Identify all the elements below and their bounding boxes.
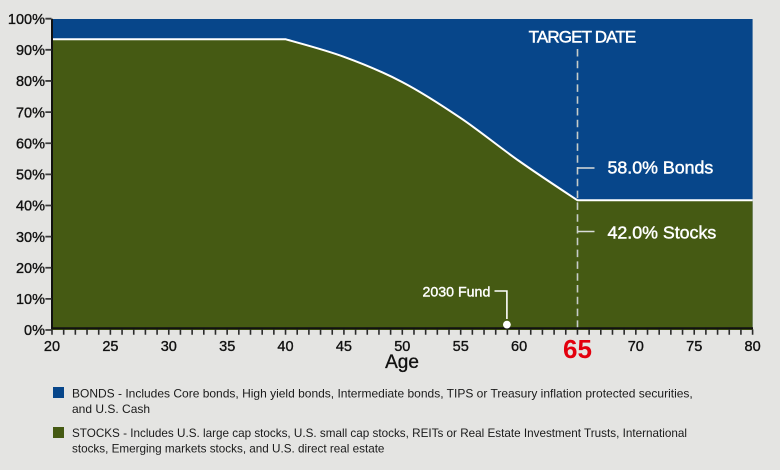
svg-text:60%: 60% (16, 136, 45, 152)
svg-text:BONDS - Includes Core bonds, H: BONDS - Includes Core bonds, High yield … (72, 387, 693, 401)
svg-text:50%: 50% (16, 168, 45, 184)
svg-text:65: 65 (563, 334, 592, 364)
svg-text:20: 20 (44, 339, 60, 355)
svg-text:30%: 30% (16, 230, 45, 246)
svg-text:Age: Age (385, 352, 419, 373)
svg-text:35: 35 (219, 339, 235, 355)
svg-text:STOCKS - Includes U.S. large c: STOCKS - Includes U.S. large cap stocks,… (72, 427, 687, 440)
svg-text:70%: 70% (16, 105, 45, 121)
svg-text:100%: 100% (8, 12, 45, 28)
svg-text:0%: 0% (24, 323, 45, 339)
svg-text:75: 75 (686, 339, 702, 355)
svg-text:58.0% Bonds: 58.0% Bonds (608, 157, 714, 177)
svg-text:45: 45 (336, 339, 352, 355)
svg-text:20%: 20% (16, 261, 45, 277)
svg-text:60: 60 (511, 339, 527, 355)
svg-text:80: 80 (745, 339, 761, 355)
svg-text:40: 40 (277, 339, 293, 355)
svg-text:2030 Fund: 2030 Fund (423, 285, 491, 301)
svg-text:55: 55 (453, 339, 469, 355)
svg-text:and U.S. Cash: and U.S. Cash (72, 402, 150, 416)
svg-text:90%: 90% (16, 43, 45, 59)
svg-text:TARGET DATE: TARGET DATE (529, 27, 636, 46)
svg-text:25: 25 (102, 339, 118, 355)
svg-text:50: 50 (394, 339, 410, 355)
svg-text:stocks, Emerging markets stock: stocks, Emerging markets stocks, and U.S… (72, 443, 384, 456)
svg-text:42.0% Stocks: 42.0% Stocks (608, 222, 717, 242)
svg-text:80%: 80% (16, 74, 45, 90)
svg-text:10%: 10% (16, 292, 45, 308)
svg-text:40%: 40% (16, 199, 45, 215)
svg-text:30: 30 (161, 339, 177, 355)
svg-text:70: 70 (628, 339, 644, 355)
